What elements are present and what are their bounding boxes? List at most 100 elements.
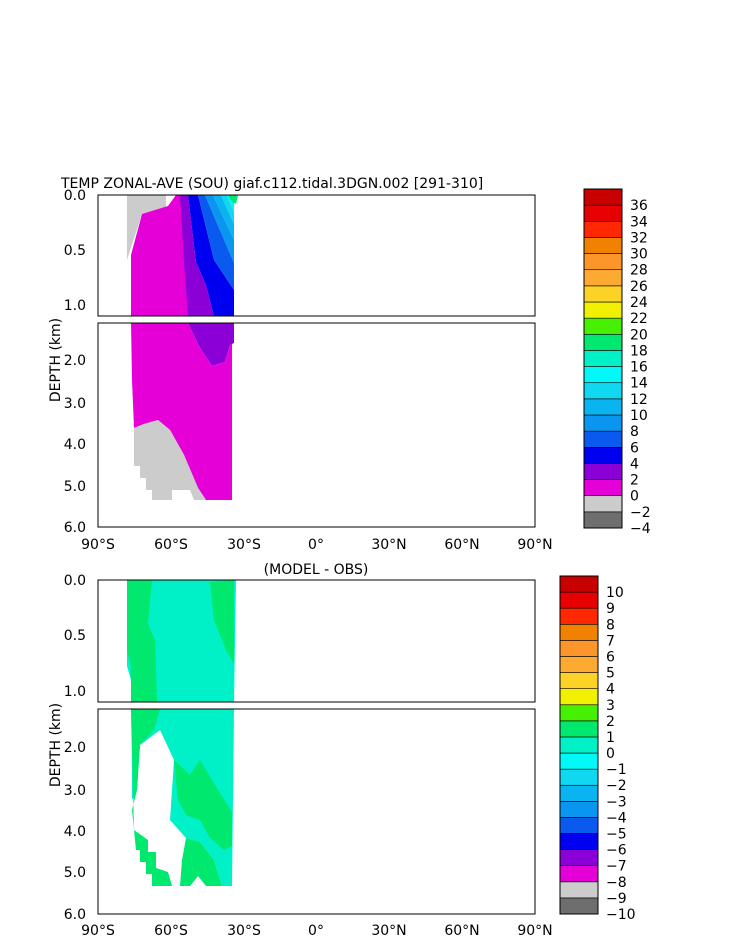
colorbar-tick-label: 30 (630, 247, 648, 263)
colorbar-swatch (559, 720, 599, 738)
y-tick-label: 5.0 (64, 865, 86, 881)
bottom-lower-frame (97, 708, 536, 915)
y-tick-label: 4.0 (64, 824, 86, 840)
colorbar-tick-label: 8 (630, 424, 639, 440)
y-tick-label: 2.0 (64, 740, 86, 756)
x-tick-label: 30°S (227, 537, 261, 553)
x-tick-label: 60°N (444, 537, 479, 553)
colorbar-swatch (583, 204, 623, 222)
colorbar-tick-label: 4 (606, 682, 615, 698)
colorbar-swatch (583, 430, 623, 448)
colorbar-swatch (583, 398, 623, 416)
colorbar-swatch (559, 672, 599, 689)
chart-title: TEMP ZONAL-AVE (SOU) giaf.c112.tidal.3DG… (60, 176, 483, 192)
colorbar-swatch (559, 640, 599, 657)
colorbar-tick-label: −6 (606, 843, 627, 859)
colorbar-tick-label: −7 (606, 859, 627, 875)
colorbar-tick-label: 10 (630, 408, 648, 424)
x-tick-label: 90°N (517, 537, 552, 553)
colorbar-tick-label: 10 (606, 585, 624, 601)
colorbar-tick-label: −4 (606, 810, 627, 826)
region-blue4 (213, 195, 234, 240)
bottom-y-ticks: 0.0 0.5 1.0 2.0 3.0 4.0 5.0 6.0 (64, 573, 86, 923)
diff-region-lower-0c (180, 838, 222, 886)
region-purple (180, 195, 214, 316)
colorbar-swatch (583, 495, 623, 513)
diff-region-lower-0b (174, 760, 232, 850)
y-tick-label: 6.0 (64, 520, 86, 536)
x-tick-label: 30°N (371, 537, 406, 553)
y-tick-label: 0.5 (64, 243, 86, 259)
x-tick-label: 0° (308, 923, 324, 939)
colorbar-swatch (559, 849, 599, 867)
colorbar-swatch (559, 784, 599, 802)
region-magenta-lower (131, 323, 232, 500)
colorbar-swatch (583, 350, 623, 367)
y-axis-label: DEPTH (km) (48, 318, 64, 402)
y-tick-label: 1.0 (64, 298, 86, 314)
colorbar-tick-label: 24 (630, 295, 648, 311)
colorbar-swatch (583, 382, 623, 400)
colorbar-tick-label: 32 (630, 230, 648, 246)
colorbar-tick-label: 34 (630, 214, 648, 230)
colorbar-swatch (559, 768, 599, 786)
colorbar-swatch (559, 833, 599, 850)
y-tick-label: 1.0 (64, 684, 86, 700)
colorbar-frame (583, 188, 623, 529)
region-green (228, 195, 238, 204)
colorbar-swatch (559, 865, 599, 883)
colorbar-tick-label: 8 (606, 617, 615, 633)
region-blue2 (198, 195, 234, 290)
colorbar-tick-label: −5 (606, 827, 627, 843)
colorbar-swatch (583, 253, 623, 271)
top-x-ticks: 90°S 60°S 30°S 0° 30°N 60°N 90°N (81, 537, 553, 553)
colorbar-swatch (559, 736, 599, 754)
colorbar-swatch (559, 575, 599, 593)
colorbar-tick-label: 28 (630, 263, 648, 279)
colorbar-swatch (559, 623, 599, 641)
colorbar-swatch (583, 446, 623, 464)
colorbar-swatch (559, 591, 599, 609)
colorbar-swatch (559, 897, 599, 915)
colorbar-tick-label: 6 (630, 440, 639, 456)
bottom-lower-fill (131, 709, 234, 886)
bottom-upper-fill (127, 580, 236, 702)
colorbar-tick-label: 36 (630, 198, 648, 214)
colorbar-tick-label: −10 (606, 907, 636, 923)
colorbar-tick-label: 1 (606, 730, 615, 746)
x-tick-label: 60°S (154, 537, 188, 553)
colorbar-tick-label: 0 (606, 746, 615, 762)
y-tick-label: 0.5 (64, 628, 86, 644)
bottom-upper-frame (97, 579, 536, 703)
region-magenta (131, 195, 188, 316)
colorbar-tick-label: 0 (630, 489, 639, 505)
region-blue (188, 195, 234, 316)
top-y-ticks: 0.0 0.5 1.0 2.0 3.0 4.0 5.0 6.0 (64, 188, 86, 536)
region-grey-lower (134, 420, 206, 500)
diff-region-0b (210, 580, 234, 664)
x-tick-label: 30°S (227, 923, 261, 939)
colorbar-swatch (559, 656, 599, 673)
colorbar-tick-label: −1 (606, 762, 627, 778)
x-tick-label: 30°N (371, 923, 406, 939)
chart-subtitle: (MODEL - OBS) (264, 562, 369, 578)
y-axis-label: DEPTH (km) (48, 703, 64, 787)
colorbar-swatch (559, 704, 599, 722)
colorbar-swatch (583, 511, 623, 529)
colorbar-tick-label: 4 (630, 456, 639, 472)
colorbar-swatch (583, 237, 623, 254)
top-panel: TEMP ZONAL-AVE (SOU) giaf.c112.tidal.3DG… (48, 176, 651, 553)
colorbar-swatch (583, 414, 623, 432)
colorbar-swatch (583, 301, 623, 319)
colorbar-tick-label: 20 (630, 327, 648, 343)
region-purple-lower (188, 323, 234, 366)
y-tick-label: 5.0 (64, 479, 86, 495)
colorbar-swatch (583, 269, 623, 287)
colorbar-tick-label: −2 (606, 778, 627, 794)
colorbar-tick-label: −9 (606, 891, 627, 907)
colorbar-tick-label: 14 (630, 376, 648, 392)
colorbar-swatch (583, 285, 623, 303)
colorbar-swatch (559, 607, 599, 625)
